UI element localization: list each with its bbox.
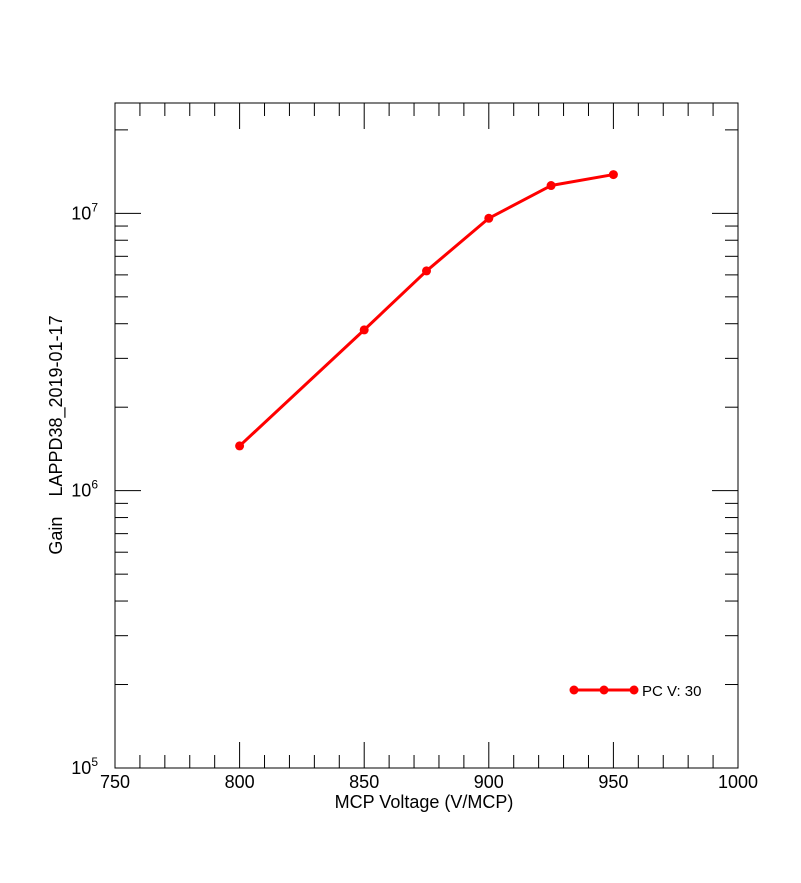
x-tick-label: 900 [474, 772, 504, 792]
data-point [359, 325, 369, 335]
y-tick-label: 106 [71, 478, 98, 501]
y-tick-labels: 105 106 107 [71, 200, 98, 778]
x-tick-label: 1000 [718, 772, 758, 792]
y-tick-label: 105 [71, 755, 98, 778]
x-tick-labels: 750 800 850 900 950 1000 [100, 772, 758, 792]
axis-ticks [114, 103, 739, 769]
data-point [608, 170, 618, 180]
legend: PC V: 30 [569, 683, 701, 700]
legend-label: PC V: 30 [642, 683, 701, 700]
x-tick-label: 850 [349, 772, 379, 792]
y-tick-label: 107 [71, 200, 98, 223]
data-point [546, 181, 556, 191]
legend-marker [569, 685, 579, 695]
y-axis-label: Gain LAPPD38_2019-01-17 [46, 315, 67, 554]
x-tick-label: 750 [100, 772, 130, 792]
x-tick-label: 800 [225, 772, 255, 792]
plot-frame [114, 102, 739, 769]
x-tick-label: 950 [598, 772, 628, 792]
legend-marker [599, 685, 609, 695]
data-point [484, 213, 494, 223]
series-group [235, 170, 618, 451]
data-point [422, 266, 431, 276]
data-point [235, 441, 245, 451]
legend-marker [629, 685, 639, 695]
x-axis-label: MCP Voltage (V/MCP) [335, 792, 514, 812]
series-line [238, 173, 614, 448]
